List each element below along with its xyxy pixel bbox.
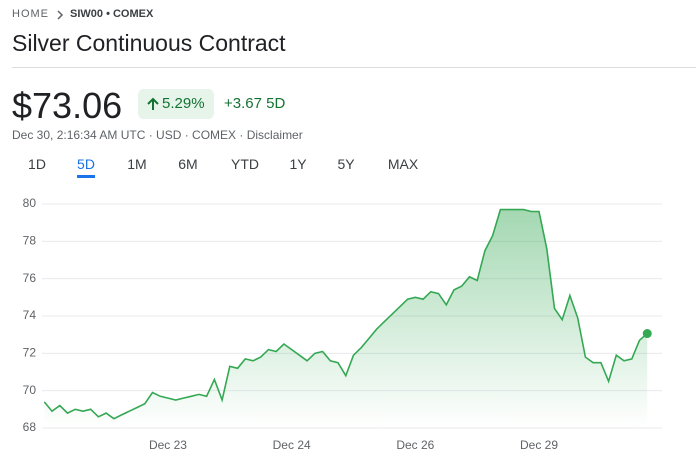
y-tick-label: 76 xyxy=(23,271,37,285)
change-value: +3.67 xyxy=(224,95,262,112)
y-tick-label: 78 xyxy=(23,234,37,248)
change: +3.67 5D xyxy=(224,95,285,112)
range-tab[interactable]: MAX xyxy=(387,156,419,172)
change-period: 5D xyxy=(266,95,286,112)
divider xyxy=(12,67,696,68)
x-tick-label: Dec 26 xyxy=(396,438,434,452)
change-percent: 5.29% xyxy=(162,95,205,112)
change-chip: 5.29% xyxy=(138,89,214,119)
y-tick-label: 70 xyxy=(23,383,37,397)
up-arrow xyxy=(147,97,159,110)
breadcrumb-symbol: SIW00 • COMEX xyxy=(70,8,154,20)
price: $73.06 xyxy=(12,85,123,126)
range-tab[interactable]: 1Y xyxy=(289,156,307,172)
range-tab[interactable]: 1M xyxy=(127,156,147,172)
x-tick-label: Dec 29 xyxy=(520,438,558,452)
range-tab[interactable]: 5D xyxy=(77,156,95,178)
y-tick-label: 68 xyxy=(23,420,37,434)
breadcrumb-home[interactable]: HOME xyxy=(12,8,49,20)
range-tab[interactable]: 1D xyxy=(28,156,46,172)
chevron xyxy=(57,10,64,20)
title: Silver Continuous Contract xyxy=(12,30,286,56)
range-tab[interactable]: YTD xyxy=(231,156,259,172)
y-tick-label: 80 xyxy=(23,196,37,210)
y-tick-label: 72 xyxy=(23,346,37,360)
details: Dec 30, 2:16:34 AM UTC · USD · COMEX · D… xyxy=(12,128,303,142)
range-tab[interactable]: 5Y xyxy=(337,156,355,172)
price-line xyxy=(43,208,648,420)
x-tick-label: Dec 23 xyxy=(149,438,187,452)
range-tab[interactable]: 6M xyxy=(178,156,198,172)
x-tick-label: Dec 24 xyxy=(273,438,311,452)
y-tick-label: 74 xyxy=(23,308,37,322)
area-fill xyxy=(44,209,648,428)
last-point xyxy=(642,329,652,339)
